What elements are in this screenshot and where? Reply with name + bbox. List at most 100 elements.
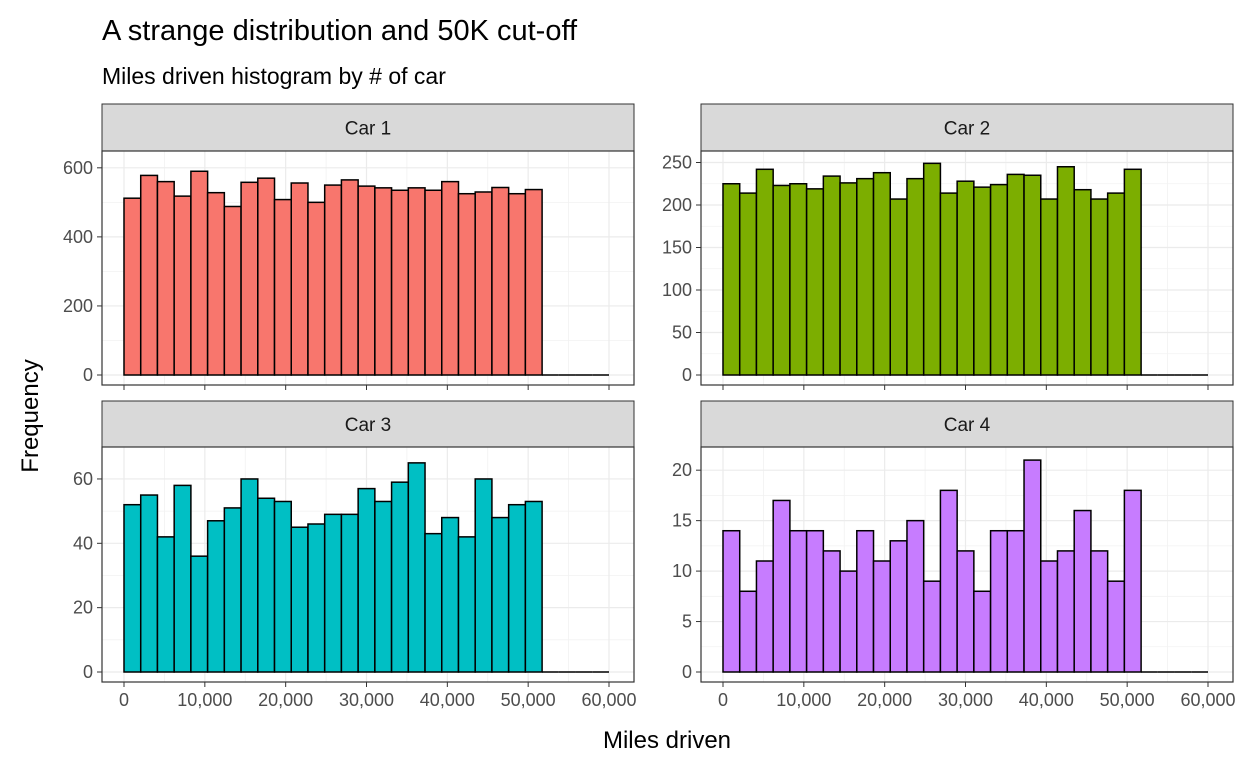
y-tick-label: 0 [682, 365, 692, 385]
histogram-bar [424, 189, 443, 376]
histogram-bar [1090, 198, 1109, 376]
x-tick-label: 10,000 [776, 690, 831, 710]
histogram-bar [805, 188, 825, 376]
histogram-bar [772, 184, 791, 376]
facet-strip [700, 103, 1234, 152]
histogram-bar [973, 590, 992, 673]
histogram-bar [922, 162, 942, 376]
histogram-bar [889, 540, 908, 673]
x-tick-label: 50,000 [501, 690, 556, 710]
y-tick-label: 200 [662, 195, 692, 215]
y-tick-label: 20 [672, 460, 692, 480]
histogram-bar [156, 536, 175, 673]
y-tick-label: 5 [682, 612, 692, 632]
histogram-bar [139, 174, 159, 376]
facet-strip-label: Car 1 [345, 119, 391, 140]
histogram-bar [989, 183, 1009, 376]
histogram-bar [173, 484, 192, 673]
histogram-bar [374, 187, 393, 376]
histogram-bar [772, 499, 791, 673]
y-tick-label: 0 [682, 662, 692, 682]
histogram-bar [374, 500, 393, 673]
facet-panel: Car 3 0 20 40 60 0 10,000 20,000 30,000 40,000 50,… [73, 400, 637, 710]
histogram-bar [491, 186, 510, 376]
histogram-bar [223, 205, 242, 376]
panel-border [101, 150, 635, 386]
histogram-bar [507, 503, 527, 673]
histogram-bar [257, 177, 276, 376]
histogram-bar [340, 513, 359, 673]
facet-strip-label: Car 2 [944, 119, 990, 140]
histogram-bar [240, 181, 259, 376]
histogram-bar [123, 197, 142, 376]
y-tick-label: 40 [73, 533, 93, 553]
histogram-bar [273, 500, 292, 673]
histogram-bar [441, 516, 460, 673]
histogram-bar [323, 184, 343, 376]
x-tick-label: 20,000 [258, 690, 313, 710]
histogram-bar [407, 462, 426, 673]
histogram-bar [922, 580, 942, 673]
histogram-bar [789, 529, 808, 673]
facet-panel: Car 1 0 200 400 600 [63, 103, 635, 390]
y-tick-label: 10 [672, 561, 692, 581]
histogram-bar [290, 526, 309, 673]
histogram-bar [1073, 509, 1092, 673]
histogram-bar [755, 168, 774, 376]
histogram-bar [839, 570, 858, 673]
histogram-bar [1023, 459, 1042, 673]
panel-border [101, 446, 635, 683]
histogram-bar [307, 523, 326, 673]
y-tick-label: 20 [73, 598, 93, 618]
histogram-bar [441, 180, 460, 376]
histogram-bar [805, 529, 825, 673]
facet-panel: Car 4 0 5 10 15 20 0 10,000 20,000 30,000 40,000 50… [672, 400, 1236, 710]
histogram-bar [340, 179, 359, 376]
histogram-bar [173, 195, 192, 376]
histogram-bar [1040, 560, 1059, 673]
facet-strip [101, 400, 635, 448]
histogram-bar [1023, 174, 1042, 376]
histogram-bar [989, 529, 1009, 673]
histogram-bar [722, 183, 741, 376]
histogram-bar [939, 192, 958, 376]
histogram-bar [390, 189, 410, 376]
histogram-bar [273, 198, 292, 376]
histogram-bar [973, 186, 992, 376]
facet-strip [700, 400, 1234, 448]
histogram-bar [856, 177, 875, 376]
histogram-bar [1123, 489, 1142, 673]
chart-title: A strange distribution and 50K cut-off [102, 15, 578, 47]
histogram-bar [906, 519, 925, 673]
histogram-bar [507, 192, 527, 376]
y-tick-label: 150 [662, 238, 692, 258]
histogram-bar [906, 177, 925, 376]
histogram-bar [190, 170, 209, 376]
x-tick-label: 30,000 [938, 690, 993, 710]
histogram-bar [872, 171, 891, 376]
x-tick-label: 60,000 [1180, 690, 1235, 710]
y-tick-label: 600 [63, 158, 93, 178]
histogram-bar [206, 520, 226, 673]
y-tick-label: 50 [672, 323, 692, 343]
histogram-bar [1056, 550, 1075, 673]
histogram-bar [357, 185, 376, 376]
x-tick-label: 40,000 [420, 690, 475, 710]
histogram-bar [307, 201, 326, 376]
histogram-bar [889, 198, 908, 376]
x-tick-label: 0 [119, 690, 129, 710]
x-tick-label: 0 [718, 690, 728, 710]
y-tick-label: 200 [63, 296, 93, 316]
y-tick-label: 0 [83, 365, 93, 385]
y-tick-label: 250 [662, 153, 692, 173]
x-tick-label: 30,000 [339, 690, 394, 710]
histogram-bar [1106, 192, 1126, 376]
histogram-bar [1123, 168, 1142, 376]
facet-strip [101, 103, 635, 152]
histogram-bar [722, 529, 741, 673]
histogram-bar [524, 500, 543, 673]
x-tick-label: 20,000 [857, 690, 912, 710]
y-axis-title: Frequency [17, 359, 44, 472]
histogram-bar [872, 560, 891, 673]
